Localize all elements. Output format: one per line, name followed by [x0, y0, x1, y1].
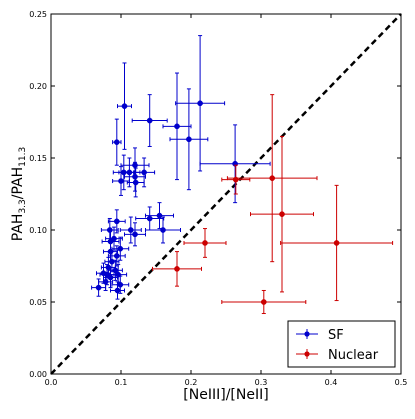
- legend-item-nuclear: Nuclear: [296, 348, 379, 363]
- plot-frame: [50, 13, 402, 375]
- legend-items: SF Nuclear: [296, 328, 379, 363]
- data-point: [112, 118, 122, 166]
- marker: [197, 100, 203, 107]
- marker: [117, 281, 124, 288]
- marker: [146, 117, 153, 124]
- x-tick-label: 0.5: [395, 378, 408, 387]
- marker: [121, 103, 128, 110]
- marker: [132, 179, 139, 186]
- y-tick-label: 0.05: [29, 298, 47, 307]
- data-point: [103, 266, 118, 289]
- marker: [107, 274, 114, 281]
- x-tick-label: 0.2: [185, 378, 198, 387]
- y-axis-label-sub2: 11.3: [18, 147, 28, 167]
- y-axis-label: PAH3.3/PAH11.3: [10, 147, 28, 241]
- y-tick-label: 0.00: [29, 370, 47, 379]
- marker: [186, 136, 192, 143]
- x-tick-label: 0.4: [325, 378, 338, 387]
- marker: [269, 175, 276, 182]
- marker: [113, 218, 120, 225]
- y-tick-label: 0.25: [29, 10, 47, 19]
- data-point: [183, 228, 227, 258]
- data-point: [107, 209, 126, 234]
- marker: [117, 245, 124, 252]
- y-tick-label: 0.20: [29, 82, 47, 91]
- data-point: [145, 216, 181, 244]
- one-to-one-line: [50, 13, 402, 375]
- data-point: [104, 251, 120, 273]
- legend-box: [287, 320, 396, 368]
- marker: [102, 278, 109, 285]
- legend-label: Nuclear: [328, 348, 379, 363]
- data-point: [131, 94, 168, 147]
- data-point: [124, 161, 146, 192]
- x-tick-label: 0.0: [45, 378, 58, 387]
- series-sf: [91, 35, 271, 300]
- marker: [174, 266, 180, 272]
- y-axis-label-sep: /PAH: [10, 167, 26, 199]
- legend-label: SF: [328, 328, 344, 343]
- y-tick-label: 0.10: [29, 226, 47, 235]
- ticks-group: 0.0 0.1 0.2 0.3 0.4 0.5 0.00 0.05 0.10 0.15 0.20 0.…: [29, 10, 407, 387]
- marker: [95, 284, 102, 291]
- data-point: [169, 88, 209, 191]
- marker: [109, 258, 115, 265]
- marker: [132, 173, 138, 180]
- marker: [126, 169, 133, 176]
- y-axis-label-main: PAH: [10, 214, 26, 242]
- series-group: [91, 35, 394, 315]
- data-point: [124, 222, 146, 247]
- data-point: [126, 167, 145, 198]
- x-tick-label: 0.1: [115, 378, 128, 387]
- data-point: [221, 164, 251, 195]
- marker: [146, 215, 153, 222]
- marker: [232, 176, 239, 183]
- data-point: [250, 135, 314, 293]
- data-point: [117, 62, 132, 150]
- data-point: [221, 289, 307, 315]
- legend-swatch-marker: [304, 331, 310, 337]
- y-axis-label-sub1: 3.3: [18, 199, 28, 213]
- marker: [113, 253, 120, 259]
- data-point: [110, 281, 125, 300]
- data-point: [107, 245, 126, 267]
- legend-swatch-marker: [304, 351, 310, 357]
- marker: [156, 212, 163, 219]
- reference-line-group: [50, 13, 402, 375]
- x-tick-label: 0.3: [255, 378, 268, 387]
- x-axis-label: [NeIII]/[NeII]: [183, 387, 268, 403]
- marker: [132, 231, 138, 238]
- marker: [113, 139, 120, 146]
- data-point: [175, 35, 226, 172]
- marker: [118, 178, 124, 184]
- marker: [174, 123, 180, 130]
- data-point: [91, 278, 107, 297]
- marker: [114, 287, 121, 294]
- series-nuclear: [152, 94, 394, 315]
- data-point: [280, 184, 394, 302]
- data-point: [162, 72, 192, 181]
- marker: [202, 240, 208, 246]
- data-point: [119, 216, 142, 244]
- legend-item-sf: SF: [296, 328, 344, 343]
- marker: [279, 211, 285, 218]
- data-point: [112, 166, 130, 196]
- y-tick-label: 0.15: [29, 154, 47, 163]
- data-point: [226, 94, 318, 263]
- data-point: [152, 251, 202, 287]
- marker: [127, 227, 134, 233]
- marker: [333, 240, 340, 246]
- marker: [160, 227, 166, 233]
- marker: [141, 169, 147, 176]
- marker: [260, 299, 267, 305]
- legend: SF Nuclear: [287, 320, 396, 368]
